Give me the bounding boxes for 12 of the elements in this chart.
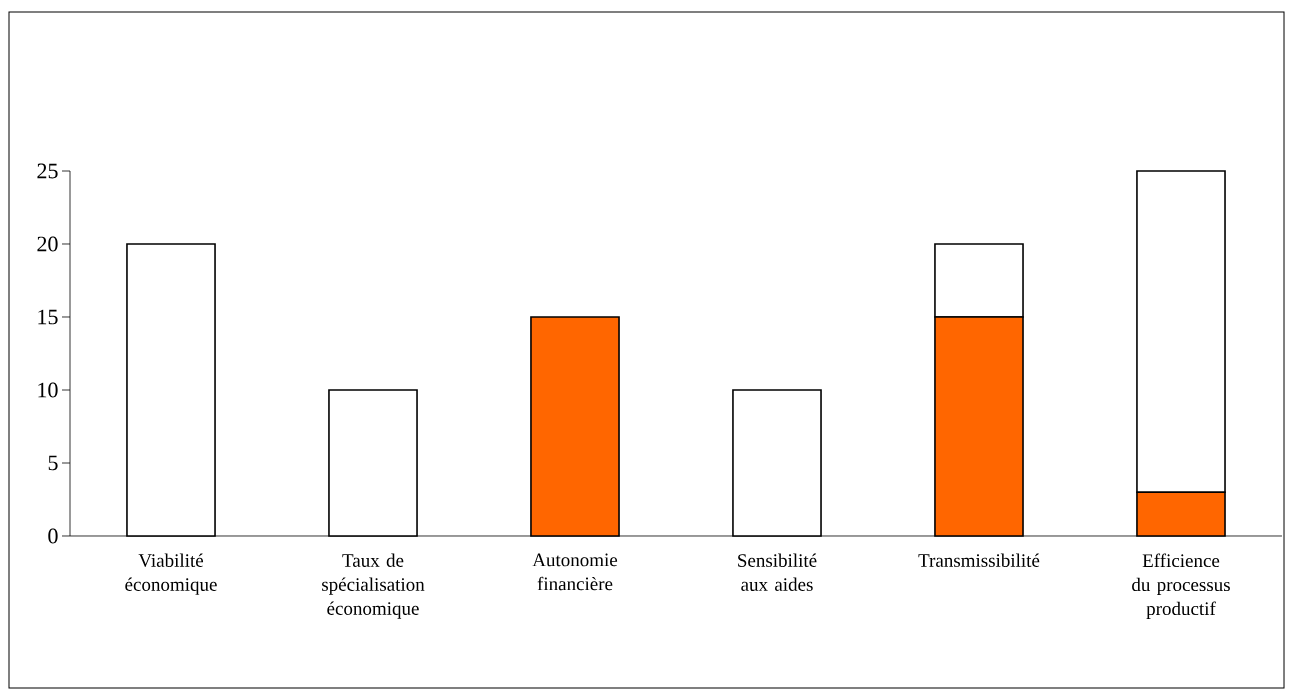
y-tick-label: 25 [37,163,58,179]
x-tick-label: Sensibilité aux aides [738,553,817,591]
x-tick-label: Taux de spécialisation économique [322,553,425,619]
y-tick-label: 20 [37,236,58,252]
x-tick-label: Transmissibilité [918,553,1040,567]
y-tick-label: 15 [38,309,58,325]
y-tick-label: 0 [48,528,58,544]
y-tick-label: 5 [48,455,58,471]
x-tick-label: Autonomie financière [532,553,618,591]
y-tick-label: 10 [38,382,58,398]
x-tick-label: Viabilité économique [125,553,217,595]
x-tick-label: Efficience du processus productif [1132,553,1230,619]
